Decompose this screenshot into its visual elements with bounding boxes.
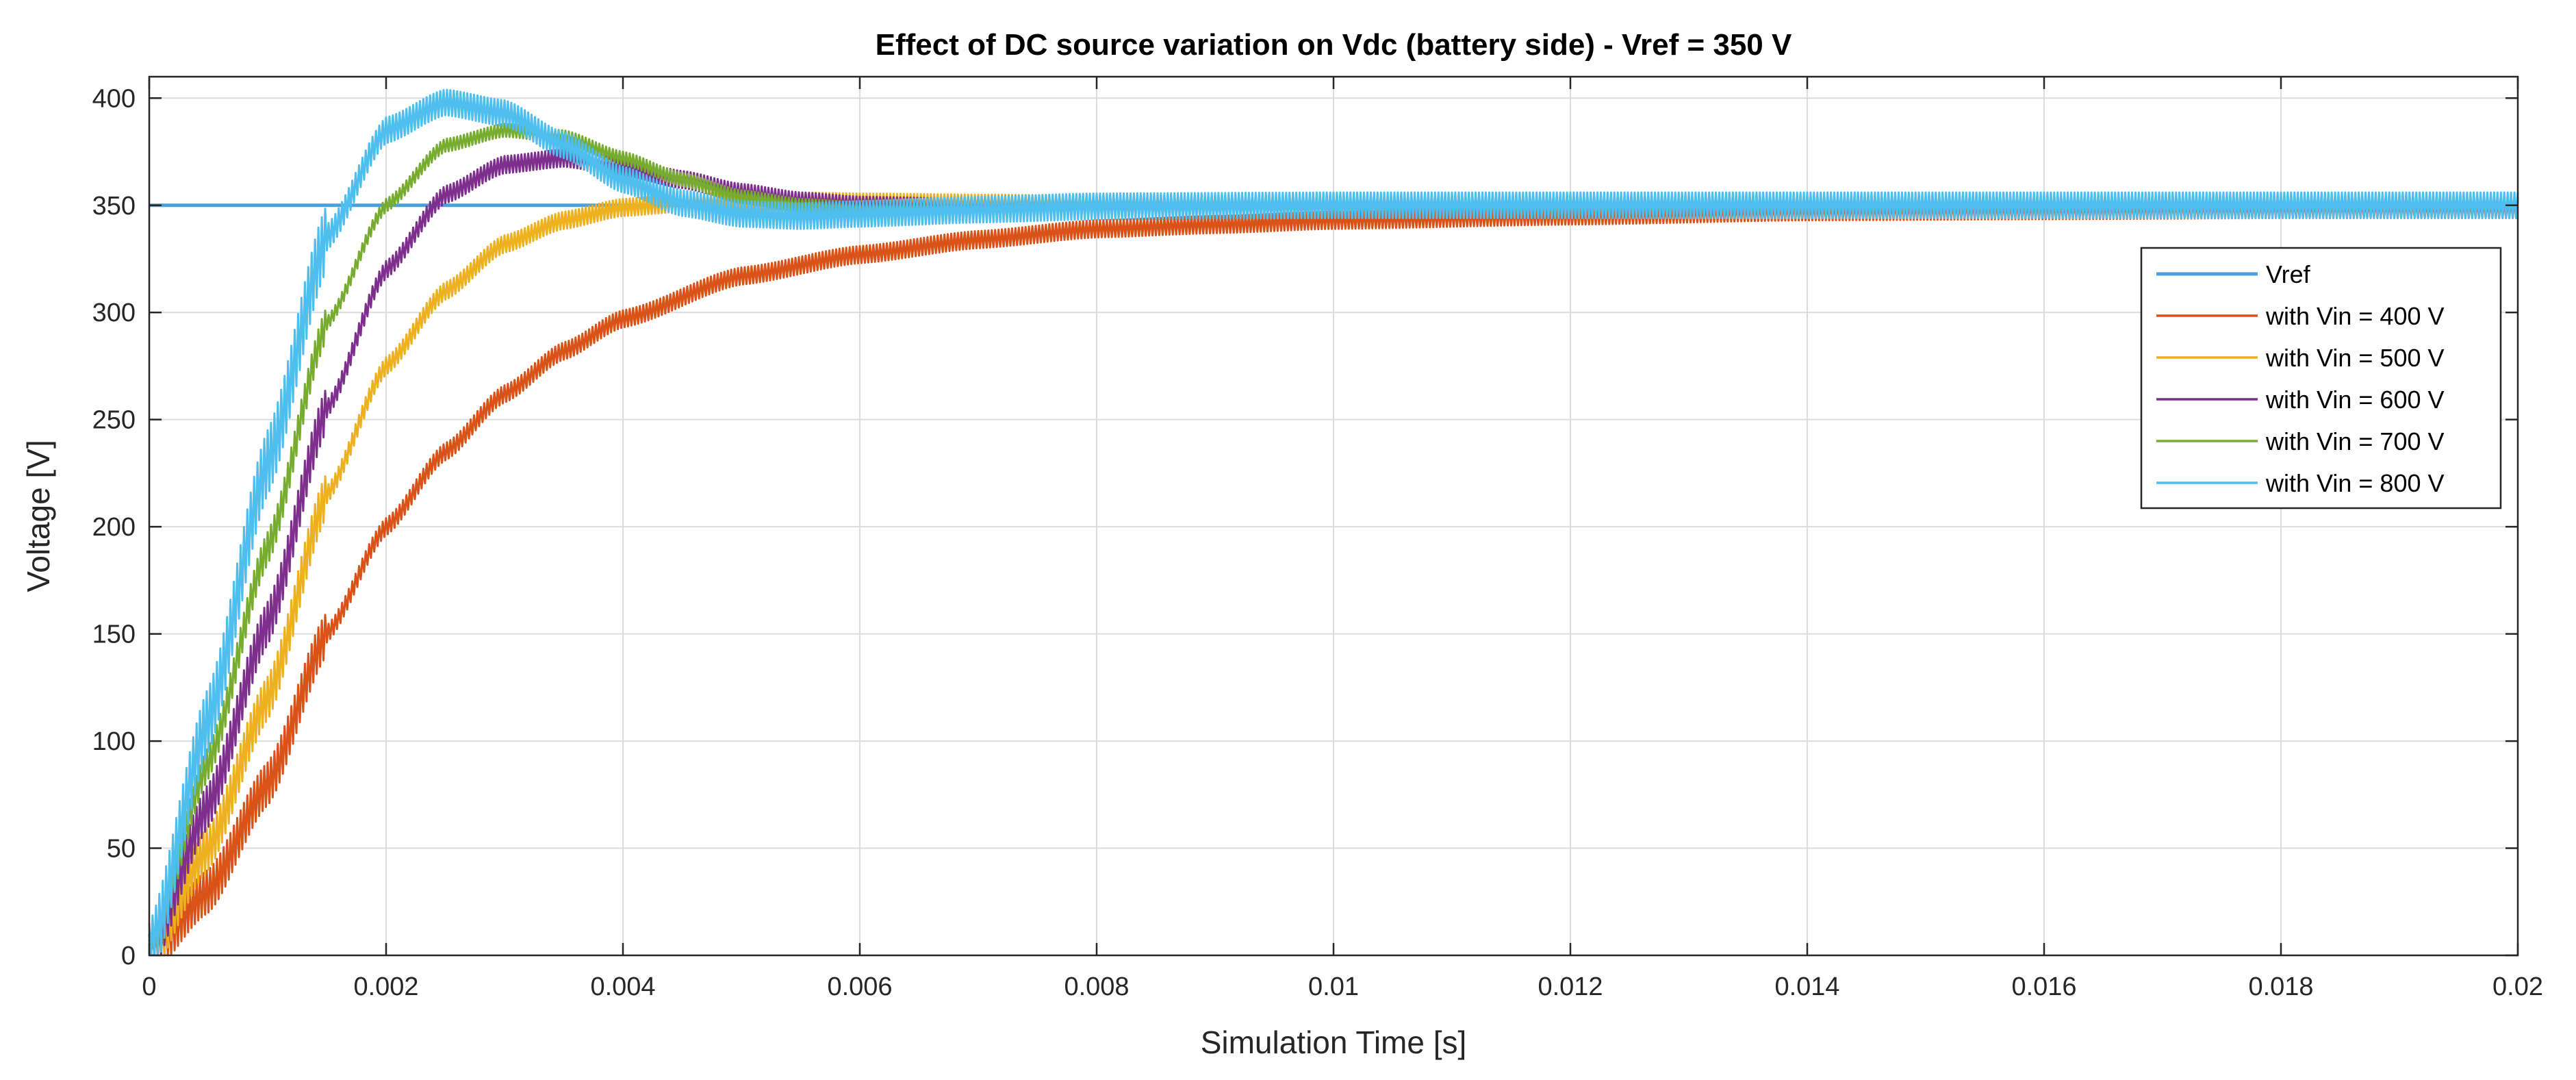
x-tick-label: 0.012 — [1538, 972, 1603, 1001]
legend-label-1: with Vin = 400 V — [2265, 302, 2445, 330]
legend-label-4: with Vin = 700 V — [2265, 427, 2445, 455]
y-tick-label: 300 — [92, 299, 136, 327]
y-tick-label: 0 — [121, 942, 136, 970]
x-tick-label: 0 — [142, 972, 156, 1001]
x-tick-label: 0.02 — [2492, 972, 2543, 1001]
x-tick-label: 0.014 — [1774, 972, 1839, 1001]
y-tick-label: 100 — [92, 727, 136, 756]
series-line-5 — [148, 88, 2519, 957]
x-tick-label: 0.018 — [2248, 972, 2313, 1001]
x-tick-label: 0.008 — [1064, 972, 1129, 1001]
y-axis-label: Voltage [V] — [21, 440, 56, 592]
legend-label-0: Vref — [2266, 260, 2311, 288]
legend-label-3: with Vin = 600 V — [2265, 386, 2445, 414]
legend: Vref with Vin = 400 V with Vin = 500 V with… — [2140, 247, 2502, 510]
axes: 0 0.002 0.004 0.006 0.008 0.01 0.012 0.014 0.016… — [92, 75, 2543, 1001]
x-tick-label: 0.01 — [1308, 972, 1359, 1001]
y-tick-label: 400 — [92, 84, 136, 113]
legend-label-2: with Vin = 500 V — [2265, 344, 2445, 372]
y-tick-label: 350 — [92, 192, 136, 221]
chart-title: Effect of DC source variation on Vdc (ba… — [876, 28, 1792, 62]
y-tick-label: 50 — [107, 835, 136, 864]
x-axis-label: Simulation Time [s] — [1201, 1025, 1467, 1060]
x-tick-label: 0.006 — [827, 972, 892, 1001]
x-tick-label: 0.016 — [2011, 972, 2076, 1001]
series-lines — [148, 88, 2519, 957]
x-tick-label: 0.002 — [353, 972, 418, 1001]
y-tick-label: 200 — [92, 513, 136, 542]
y-tick-label: 150 — [92, 620, 136, 649]
x-tick-label: 0.004 — [590, 972, 655, 1001]
legend-label-5: with Vin = 800 V — [2265, 469, 2445, 497]
y-tick-label: 250 — [92, 406, 136, 435]
legend-box — [2140, 247, 2502, 510]
